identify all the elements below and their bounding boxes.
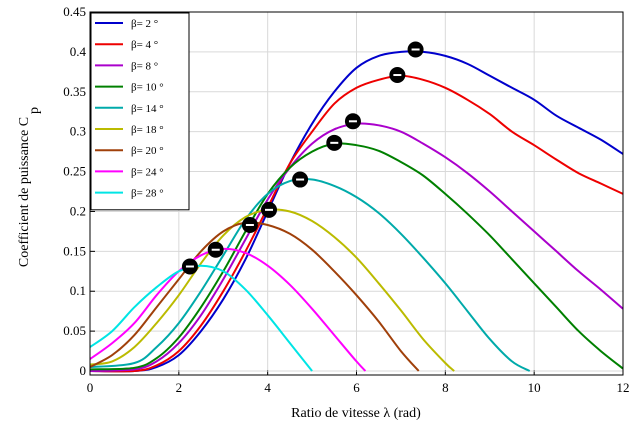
y-tick-label: 0.2 (70, 203, 86, 218)
max-point-marker-7 (241, 217, 258, 234)
series-line-5 (89, 178, 531, 372)
max-point-marker-4 (326, 134, 343, 151)
y-tick-label: 0.05 (63, 323, 86, 338)
y-tick-label: 0.25 (63, 164, 86, 179)
series-line-9 (89, 264, 313, 372)
x-tick-label: 2 (176, 380, 183, 395)
legend-entry: β= 10 ° (131, 82, 164, 94)
y-axis-label-subscript: p (27, 107, 42, 114)
legend-box (90, 12, 190, 211)
y-tick-label: 0.4 (70, 44, 87, 59)
max-point-marker-2 (389, 67, 406, 84)
y-tick-label: 0.15 (63, 243, 86, 258)
max-point-marker-5 (292, 171, 309, 188)
series-line-3 (89, 122, 624, 372)
max-markers (181, 41, 424, 275)
x-tick-label: 12 (617, 380, 630, 395)
x-tick-label: 6 (353, 380, 360, 395)
x-axis-label: Ratio de vitesse λ (rad) (291, 406, 421, 421)
legend-entry: β= 8 ° (131, 60, 158, 72)
series-line-8 (89, 247, 367, 372)
plot-frame (89, 11, 624, 376)
y-tick-label: 0.1 (70, 283, 86, 298)
max-point-marker-6 (260, 201, 277, 218)
max-point-marker-8 (207, 241, 224, 258)
max-point-marker-3 (344, 113, 361, 130)
x-tick-label: 10 (528, 380, 541, 395)
y-tick-label: 0.35 (63, 84, 86, 99)
legend-entry: β= 18 ° (131, 124, 164, 136)
y-tick-label: 0 (80, 363, 87, 378)
legend-entry: β= 4 ° (131, 39, 158, 51)
legend: β= 2 ° β= 4 ° β= 8 ° β= 10 ° β= 14 ° β= 18 ° β… (90, 12, 190, 211)
series-line-1 (89, 50, 624, 373)
y-axis-label-group: Coefficient de puissance C p (17, 107, 42, 267)
x-tick-labels: 0 2 4 6 8 10 12 (87, 380, 630, 395)
x-tick-label: 8 (442, 380, 449, 395)
series-line-4 (89, 142, 624, 371)
series-line-6 (89, 208, 455, 372)
max-point-marker-9 (181, 258, 198, 275)
y-tick-labels: 0 0.05 0.1 0.15 0.2 0.25 0.3 0.35 0.4 0.45 (63, 4, 86, 378)
y-tick-label: 0.45 (63, 4, 86, 19)
series-line-2 (89, 74, 624, 373)
y-tick-label: 0.3 (70, 124, 86, 139)
series-group (89, 50, 624, 373)
legend-entry: β= 20 ° (131, 145, 164, 157)
x-tick-label: 4 (264, 380, 271, 395)
legend-entry: β= 24 ° (131, 166, 164, 178)
max-point-marker-1 (407, 41, 424, 58)
x-tick-label: 0 (87, 380, 94, 395)
legend-entry: β= 28 ° (131, 188, 164, 200)
legend-entry: β= 14 ° (131, 103, 164, 115)
legend-entry: β= 2 ° (131, 18, 158, 30)
y-axis-label: Coefficient de puissance C (17, 117, 32, 267)
